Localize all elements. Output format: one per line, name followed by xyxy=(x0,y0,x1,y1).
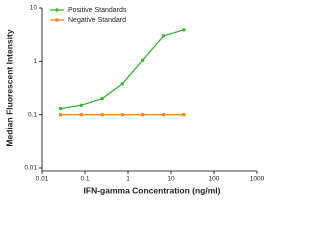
data-point xyxy=(100,96,104,101)
data-point xyxy=(120,113,124,117)
legend-marker xyxy=(55,18,59,22)
x-tick-label: 1000 xyxy=(250,176,265,183)
data-point xyxy=(161,34,166,38)
x-axis-title: IFN-gamma Concentration (ng/ml) xyxy=(84,185,221,195)
legend-label: Negative Standard xyxy=(68,17,126,24)
y-axis-title: Median Fluorescent Intensity xyxy=(4,29,14,146)
y-tick-label: 1 xyxy=(33,58,37,65)
data-point xyxy=(141,113,145,117)
data-point xyxy=(79,113,83,117)
data-point xyxy=(100,113,104,117)
data-point xyxy=(58,113,63,117)
data-point xyxy=(182,113,186,117)
x-tick-label: 0.01 xyxy=(36,176,49,183)
legend-marker xyxy=(55,8,59,12)
y-tick-label: 0.01 xyxy=(24,165,37,172)
data-point xyxy=(161,113,166,117)
series-line xyxy=(60,29,185,110)
data-point xyxy=(120,82,125,86)
data-point xyxy=(182,28,186,32)
data-point xyxy=(58,106,63,111)
data-point xyxy=(141,58,145,62)
x-tick-label: 0.1 xyxy=(80,176,89,183)
chart: IFN-gamma Concentration (ng/ml) Median F… xyxy=(4,5,265,196)
y-tick-label: 10 xyxy=(30,5,38,12)
legend-label: Positive Standards xyxy=(68,7,127,14)
y-tick-label: 0.1 xyxy=(28,111,37,118)
data-point xyxy=(79,103,83,107)
x-tick-label: 100 xyxy=(209,176,220,183)
x-tick-label: 1 xyxy=(126,176,130,183)
x-tick-label: 10 xyxy=(167,176,175,183)
